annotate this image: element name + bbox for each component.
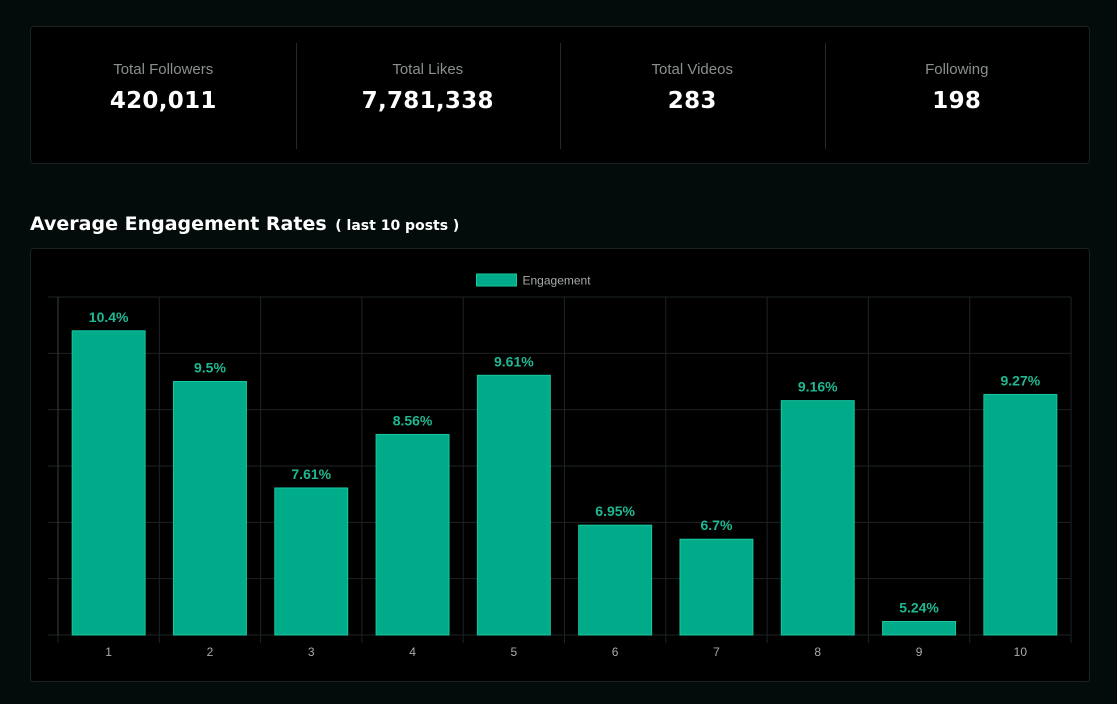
bar: [172, 381, 247, 636]
stat-total-videos: Total Videos 283: [560, 27, 825, 163]
stat-label: Total Videos: [651, 61, 733, 78]
stat-value: 283: [667, 88, 717, 114]
bar: [882, 620, 957, 636]
section-title-text: Average Engagement Rates: [30, 213, 327, 235]
stats-card: Total Followers 420,011 Total Likes 7,78…: [30, 26, 1090, 164]
section-subtitle: ( last 10 posts ): [335, 218, 460, 234]
data-label: 9.16%: [798, 379, 838, 395]
x-tick-label: 2: [207, 645, 214, 659]
x-tick-label: 10: [1014, 645, 1028, 659]
data-label: 9.61%: [494, 353, 534, 369]
x-tick-label: 8: [814, 645, 821, 659]
data-label: 10.4%: [89, 309, 129, 325]
stat-label: Total Followers: [113, 61, 214, 78]
x-tick-label: 1: [105, 645, 112, 659]
data-label: 8.56%: [393, 412, 433, 428]
x-tick-label: 7: [713, 645, 720, 659]
data-label: 5.24%: [899, 599, 939, 615]
section-title: Average Engagement Rates ( last 10 posts…: [30, 213, 459, 235]
x-tick-label: 9: [916, 645, 923, 659]
bar: [476, 374, 551, 636]
stat-following: Following 198: [824, 27, 1090, 163]
engagement-chart: Engagement 10.4% 1 9.5% 2 7.61% 3 8.56% 4 9.61% 5 6…: [48, 273, 1072, 659]
x-tick-label: 6: [612, 645, 619, 659]
legend-swatch: [476, 273, 517, 287]
x-tick-label: 3: [308, 645, 315, 659]
bar: [679, 538, 754, 636]
data-label: 7.61%: [291, 466, 331, 482]
stat-total-likes: Total Likes 7,781,338: [295, 27, 561, 163]
bar: [983, 393, 1058, 636]
stat-value: 420,011: [109, 88, 217, 114]
data-label: 9.27%: [1000, 372, 1040, 388]
x-tick-label: 4: [409, 645, 416, 659]
bar: [274, 487, 349, 636]
bar: [578, 524, 653, 636]
data-label: 6.7%: [700, 517, 732, 533]
bar: [375, 433, 450, 636]
legend-label: Engagement: [523, 274, 592, 288]
stat-value: 7,781,338: [361, 88, 494, 114]
x-tick-label: 5: [511, 645, 518, 659]
stat-total-followers: Total Followers 420,011: [31, 27, 296, 163]
data-label: 9.5%: [194, 360, 226, 376]
stat-label: Total Likes: [392, 61, 464, 78]
bar: [780, 400, 855, 636]
bar: [71, 330, 146, 636]
stat-label: Following: [925, 61, 989, 78]
chart-card: Engagement 10.4% 1 9.5% 2 7.61% 3 8.56% 4 9.61% 5 6…: [30, 248, 1090, 682]
stat-value: 198: [932, 88, 982, 114]
data-label: 6.95%: [595, 503, 635, 519]
